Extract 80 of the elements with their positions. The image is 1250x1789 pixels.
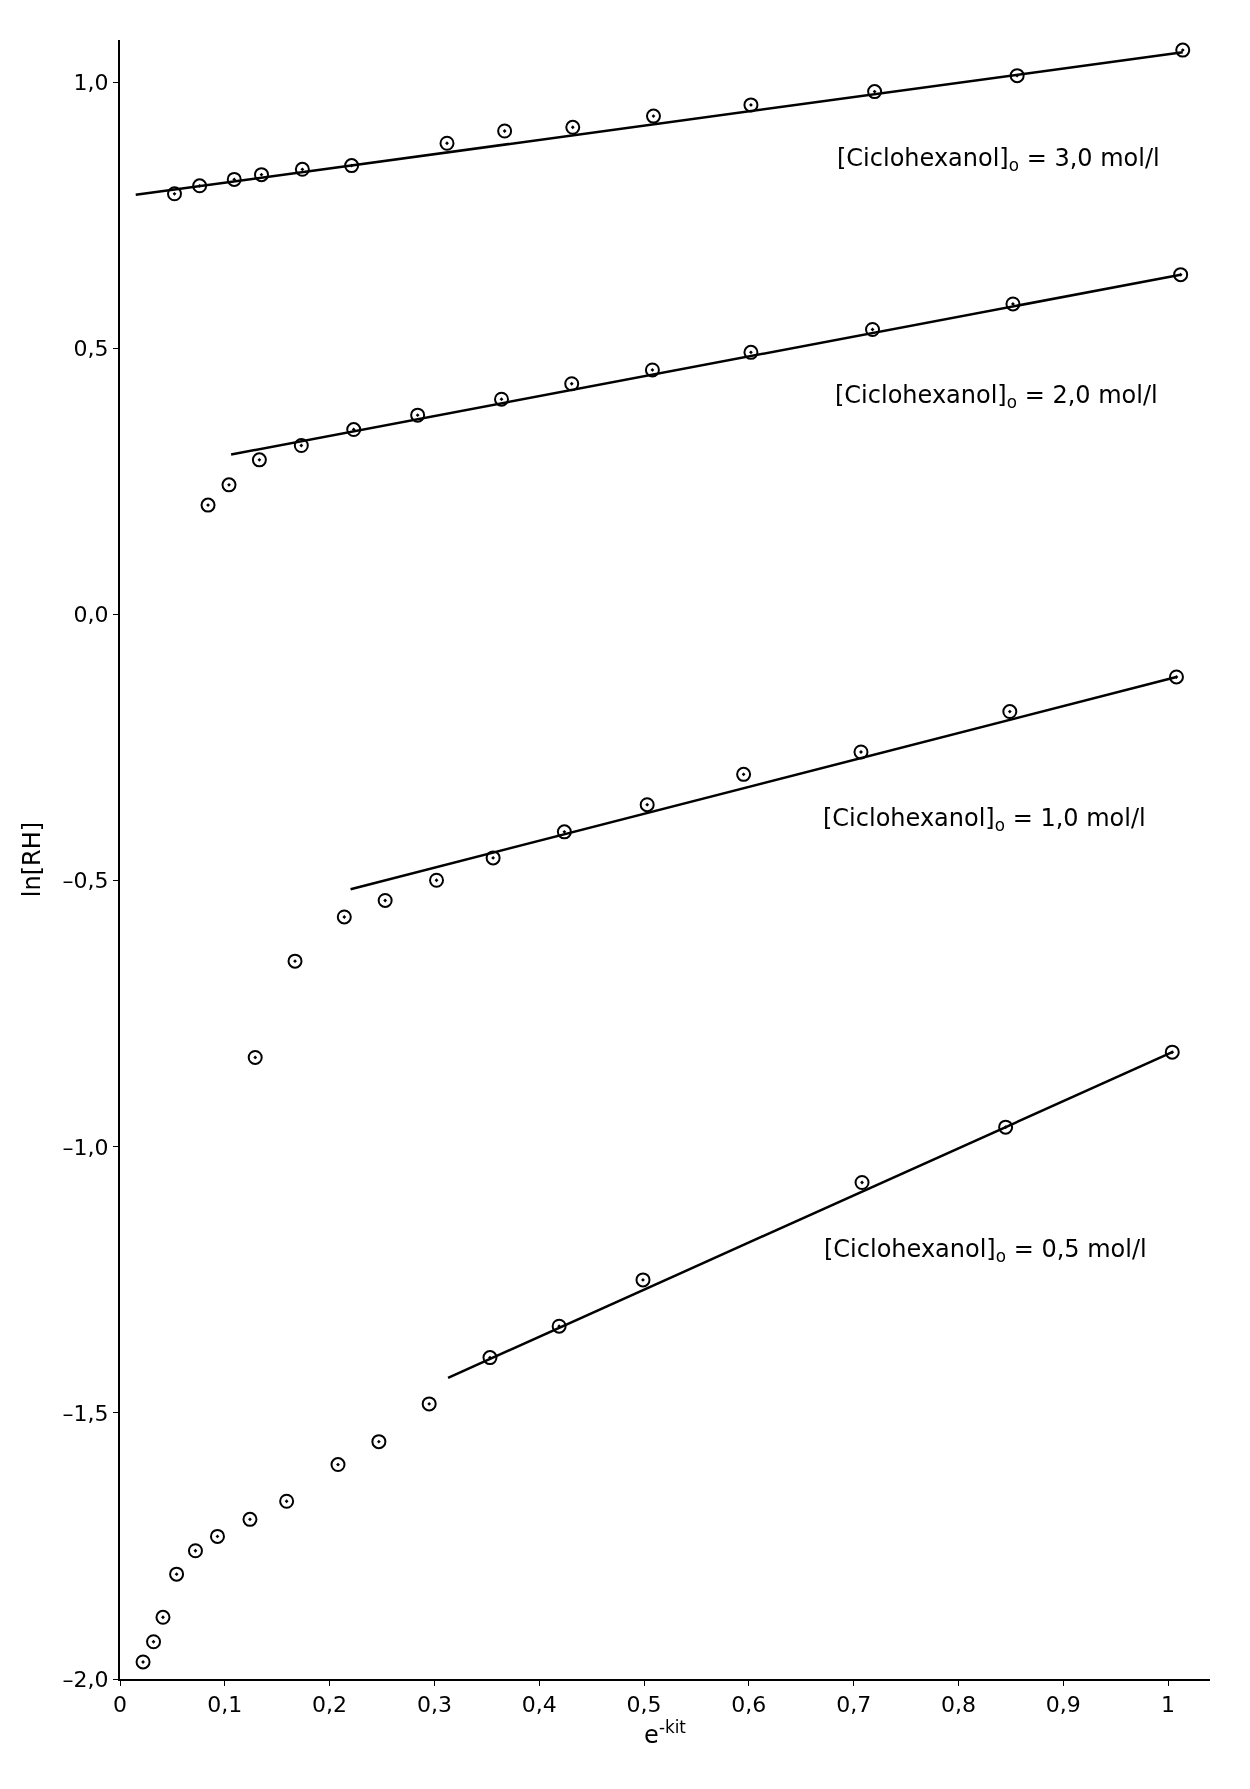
x-tick-label: 1 [1161, 1692, 1176, 1718]
point [482, 1350, 498, 1366]
point [294, 161, 310, 177]
point [377, 892, 393, 908]
point [187, 1543, 203, 1559]
point [421, 1396, 437, 1412]
x-tick-label: 0,9 [1045, 1692, 1081, 1718]
point [209, 1528, 225, 1544]
x-tick-label: 0,4 [521, 1692, 557, 1718]
x-tick-label: 0,1 [207, 1692, 243, 1718]
point [155, 1609, 171, 1625]
point [167, 186, 182, 202]
point [1168, 669, 1184, 685]
point [865, 321, 881, 337]
text: [Ciclohexanol]$_{o}$ = 1,0 mol/l [823, 804, 1146, 836]
point [410, 407, 426, 423]
y-tick-label: –1,0 [62, 1134, 109, 1160]
point [867, 84, 883, 100]
x-axis-title: e$^{-kit}$ [644, 1717, 687, 1750]
point [192, 178, 208, 194]
point [254, 167, 269, 183]
point [639, 797, 655, 813]
x-tick-label: 0,7 [836, 1692, 872, 1718]
point [1164, 1044, 1180, 1060]
point [1175, 42, 1191, 58]
point [743, 344, 759, 360]
point [635, 1272, 651, 1288]
point [854, 1175, 870, 1190]
x-tick-label: 0,6 [731, 1692, 767, 1718]
point [1009, 68, 1025, 84]
point [247, 1049, 263, 1065]
x-tick-label: 0,8 [940, 1692, 976, 1718]
point [551, 1318, 567, 1334]
point [556, 824, 572, 840]
point [330, 1457, 346, 1473]
point [743, 97, 759, 113]
point [336, 909, 352, 925]
point [200, 497, 216, 513]
y-tick-label: –0,5 [62, 868, 109, 894]
point [226, 171, 242, 187]
y-axis-title: ln[RH] [18, 821, 47, 898]
point [998, 1119, 1014, 1135]
point [644, 362, 660, 378]
point [251, 452, 267, 468]
point [135, 1654, 151, 1670]
point [564, 376, 580, 392]
point [1002, 704, 1018, 720]
point [169, 1566, 185, 1582]
point [146, 1634, 162, 1650]
point [736, 766, 752, 782]
y-tick-label: –1,5 [62, 1400, 109, 1426]
point [485, 850, 501, 866]
y-tick-label: –2,0 [62, 1666, 109, 1692]
text: [Ciclohexanol]$_{o}$ = 2,0 mol/l [835, 381, 1158, 413]
point [279, 1493, 295, 1509]
text: [Ciclohexanol]$_{o}$ = 3,0 mol/l [837, 144, 1160, 176]
point [645, 108, 661, 124]
x-tick-label: 0,5 [626, 1692, 662, 1718]
x-tick-label: 0,3 [416, 1692, 452, 1718]
point [242, 1511, 258, 1527]
point [497, 123, 513, 139]
point [494, 391, 509, 407]
point [1173, 267, 1189, 283]
x-tick-label: 0 [113, 1692, 127, 1718]
text: [Ciclohexanol]$_{o}$ = 0,5 mol/l [824, 1235, 1147, 1267]
point [853, 744, 869, 760]
y-tick-label: 0,5 [73, 336, 109, 362]
point [565, 119, 581, 135]
point [293, 437, 309, 453]
x-tick-label: 0,2 [312, 1692, 348, 1718]
point [287, 953, 303, 969]
point [346, 422, 362, 438]
point [344, 158, 360, 174]
point [429, 872, 445, 888]
point [371, 1434, 387, 1450]
point [439, 135, 455, 151]
point [1005, 296, 1021, 312]
y-tick-label: 0,0 [73, 602, 109, 628]
y-tick-label: 1,0 [73, 70, 109, 96]
point [221, 477, 237, 493]
